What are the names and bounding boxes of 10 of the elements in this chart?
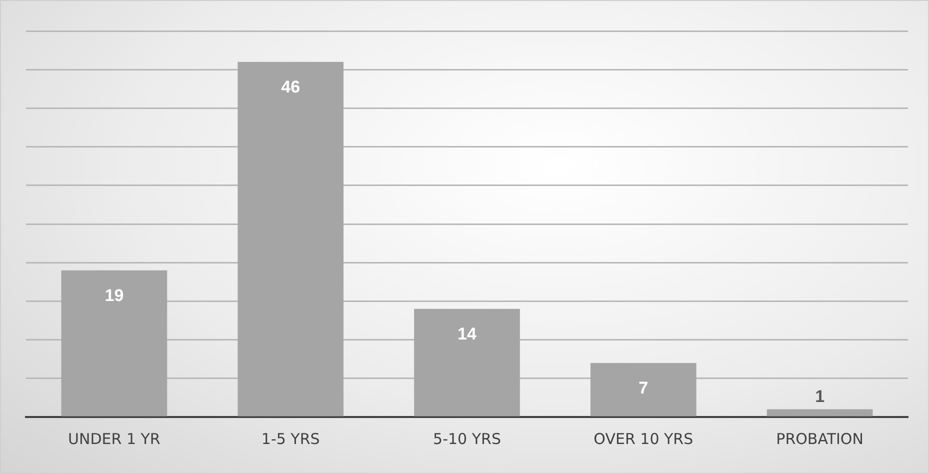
data-label: 46 xyxy=(281,78,300,97)
data-label: 19 xyxy=(104,286,124,306)
x-tick-label: UNDER 1 YR xyxy=(68,430,160,448)
data-label: 14 xyxy=(458,324,477,344)
x-tick-label: 5-10 YRS xyxy=(433,430,501,448)
x-tick-label: OVER 10 YRS xyxy=(594,430,694,448)
data-label: 1 xyxy=(815,386,825,406)
data-label: 7 xyxy=(638,378,648,398)
x-tick-label: PROBATION xyxy=(776,430,864,448)
x-tick-label: 1-5 YRS xyxy=(261,430,320,448)
